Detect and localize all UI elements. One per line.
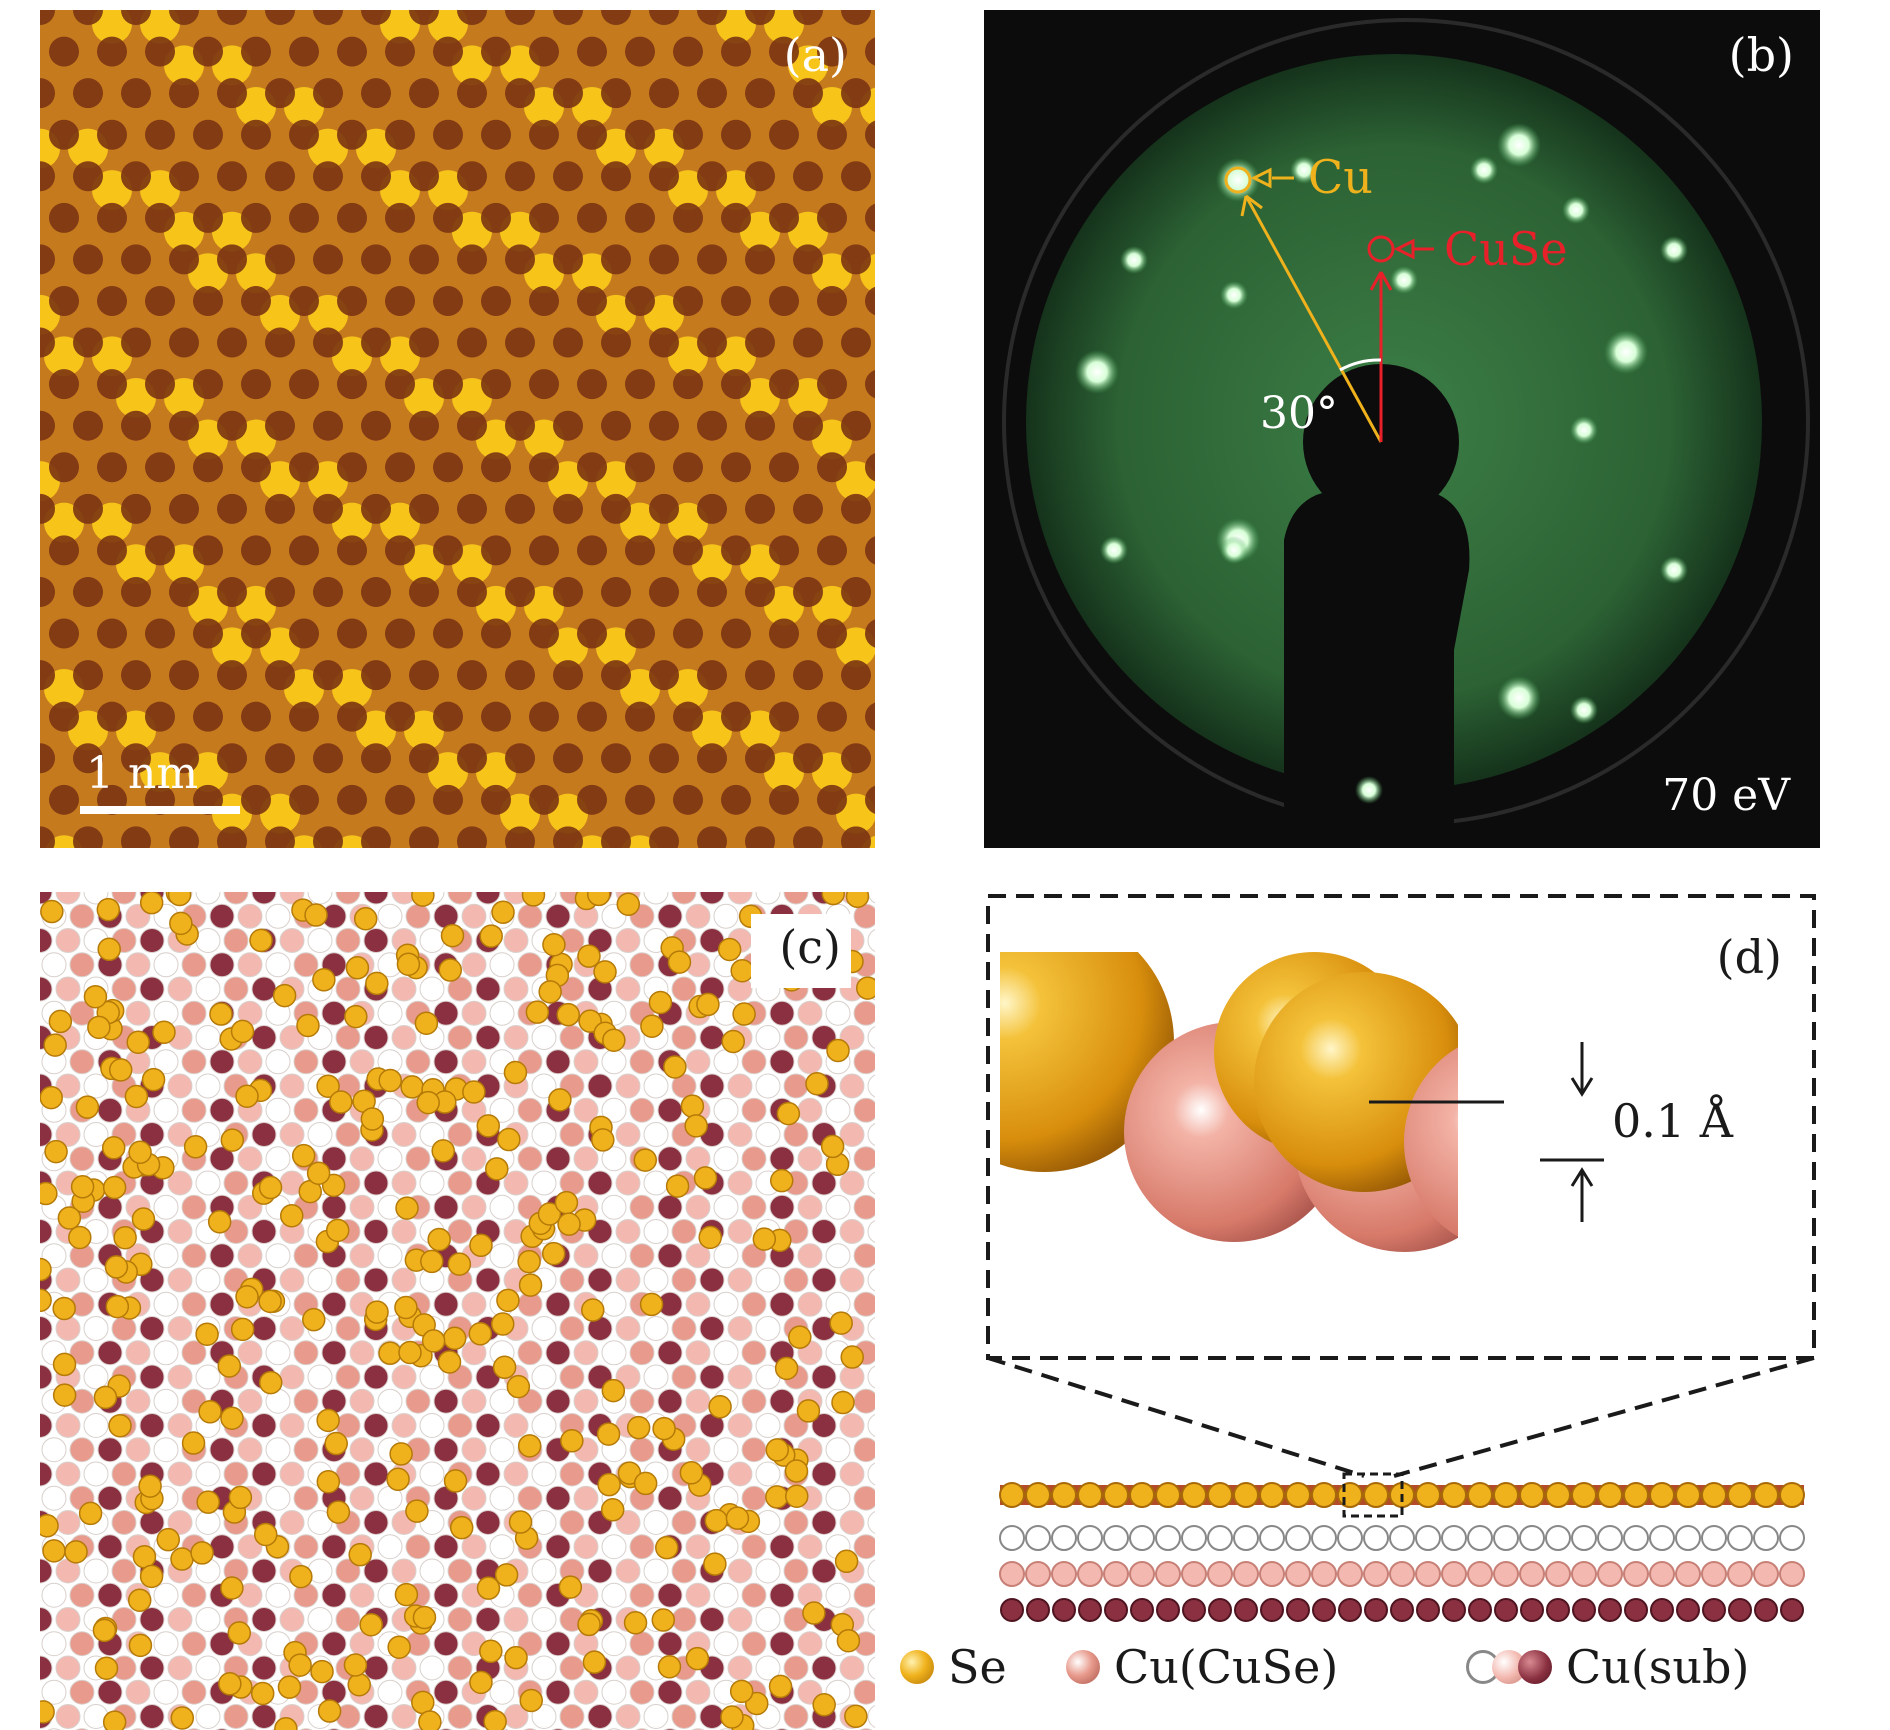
diffraction-spot: [1660, 236, 1688, 264]
legend-cu-sub-label: Cu(sub): [1566, 1640, 1750, 1694]
se-atom-icon: [900, 1650, 934, 1684]
diffraction-spot: [1660, 556, 1688, 584]
panel-label-c: (c): [779, 920, 841, 974]
scale-bar: [80, 806, 240, 814]
leed-pattern-panel: (b) Cu CuSe 30° 70 eV: [984, 10, 1820, 848]
atomic-model-side-view: (d) 0.1 Å: [984, 892, 1820, 1712]
slab-model: [999, 1482, 1805, 1622]
angle-arc: [1339, 358, 1382, 372]
diffraction-spot: [1220, 281, 1248, 309]
diffraction-spot: [1570, 416, 1598, 444]
cuse-spot-label: CuSe: [1444, 222, 1568, 276]
diffraction-spot: [1470, 156, 1498, 184]
stm-image: [40, 10, 875, 848]
legend-se-label: Se: [948, 1640, 1007, 1694]
stm-image-panel: (a) 1 nm: [40, 10, 875, 848]
diffraction-spot: [1100, 536, 1128, 564]
slab-zoom-marker: [1342, 1472, 1404, 1518]
panel-label-a: (a): [783, 28, 847, 82]
top-view-lattice: [40, 892, 875, 1730]
diffraction-spot: [1497, 676, 1541, 720]
energy-label: 70 eV: [1662, 770, 1790, 821]
diffraction-spot: [1497, 123, 1541, 167]
legend-cu-cuse: Cu(CuSe): [1066, 1640, 1338, 1694]
diffraction-spot: [1355, 776, 1383, 804]
cu-sub-dark-icon: [1518, 1650, 1552, 1684]
zoomed-atoms: [1000, 952, 1458, 1252]
panel-label-b: (b): [1728, 28, 1794, 82]
diffraction-spot: [1604, 330, 1648, 374]
diffraction-spot: [1290, 156, 1318, 184]
cu-marker: [1224, 166, 1383, 443]
diffraction-spot: [1220, 536, 1248, 564]
cu-spot-label: Cu: [1308, 150, 1373, 204]
scale-bar-label: 1 nm: [86, 748, 199, 799]
diffraction-spot: [1075, 350, 1119, 394]
diffraction-spot: [1216, 158, 1260, 202]
legend-cu-cuse-label: Cu(CuSe): [1114, 1640, 1339, 1694]
height-difference-label: 0.1 Å: [1612, 1094, 1733, 1148]
panel-label-d: (d): [1716, 930, 1782, 984]
cu-cuse-atom-icon: [1066, 1650, 1100, 1684]
legend-cu-sub: Cu(sub): [1466, 1640, 1749, 1694]
diffraction-spot: [1570, 696, 1598, 724]
angle-label: 30°: [1260, 388, 1338, 439]
zoom-projection-left: [987, 1356, 1365, 1478]
side-view: [986, 894, 1816, 1622]
panel-label-background: [751, 914, 851, 988]
leed-pattern: [1002, 18, 1810, 848]
cuse-marker: [1367, 235, 1434, 442]
atomic-model-top-view: (c): [40, 892, 875, 1730]
zoom-projection-right: [1393, 1356, 1815, 1478]
height-arrows: [1570, 1042, 1594, 1222]
diffraction-spot: [1562, 196, 1590, 224]
atom-legend: Se Cu(CuSe) Cu(sub): [900, 1640, 1890, 1700]
legend-se: Se: [900, 1640, 1007, 1694]
diffraction-spot: [1120, 246, 1148, 274]
diffraction-spot: [1390, 266, 1418, 294]
